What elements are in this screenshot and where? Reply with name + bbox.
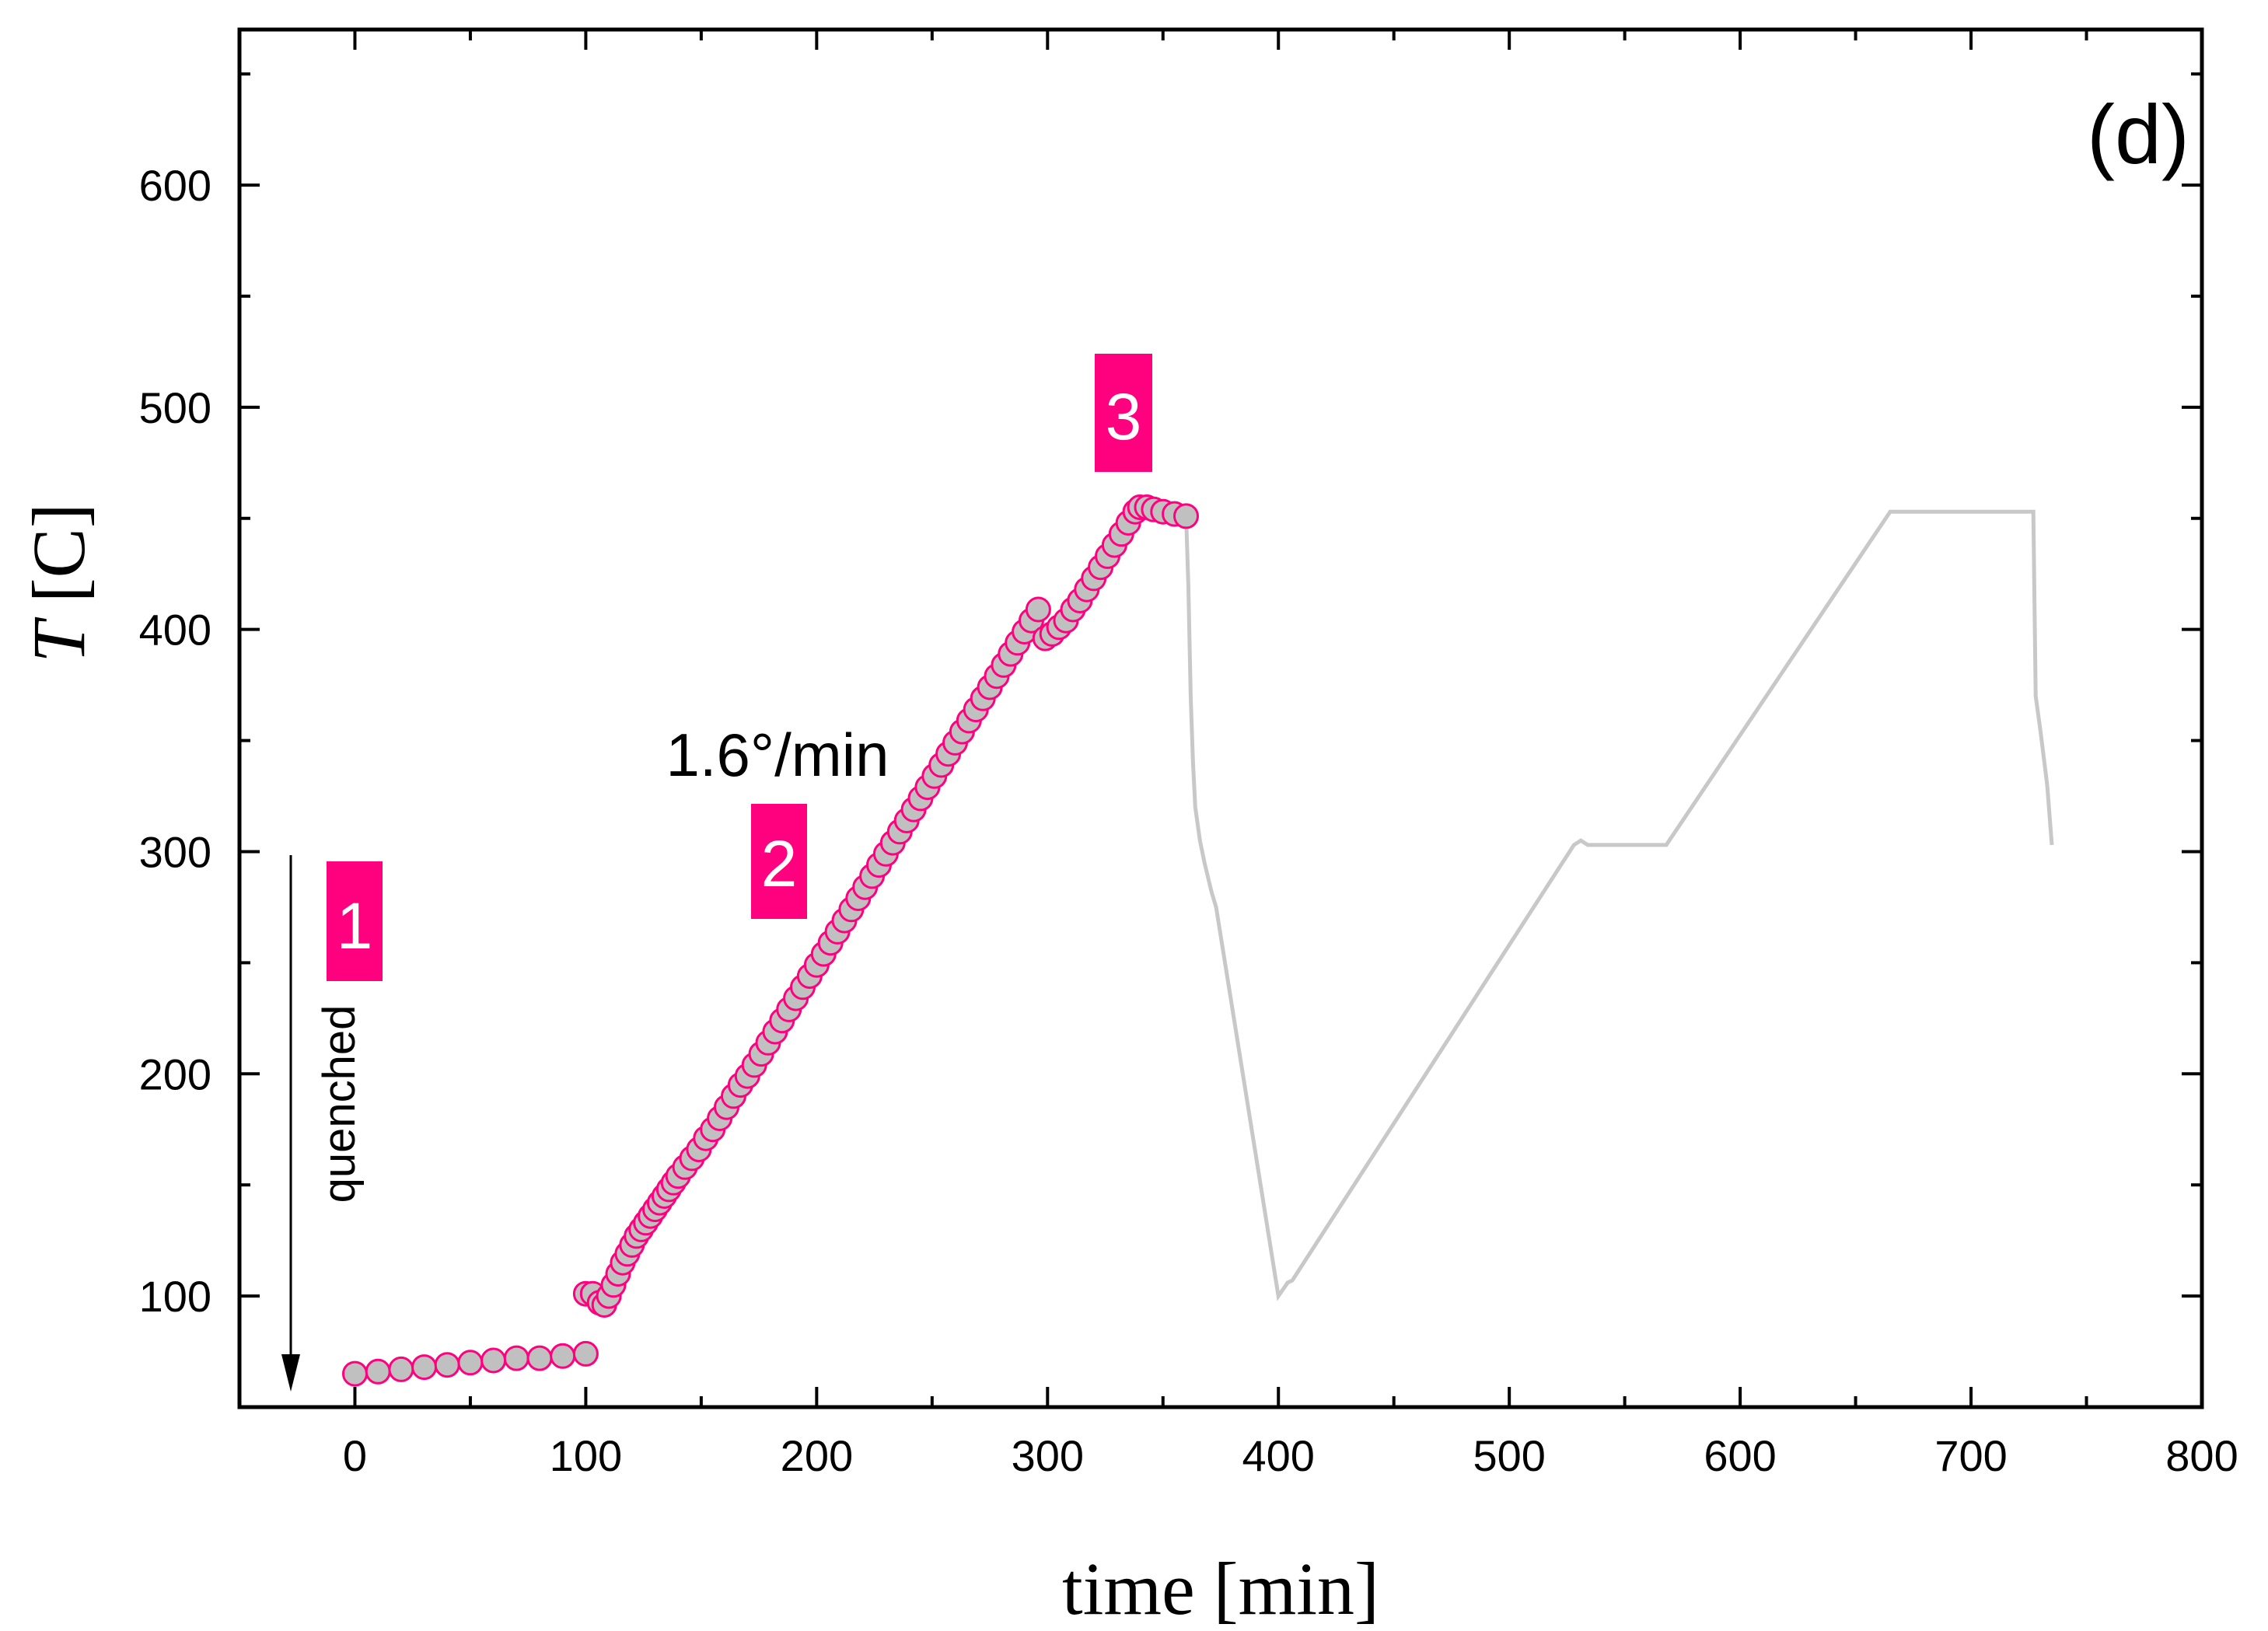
x-tick-labels: 0 100 200 300 400 500 600 700 800 [343, 1431, 2238, 1480]
step-label-1-box [327, 861, 383, 981]
x-tick-label: 100 [550, 1431, 622, 1480]
step-label-1: 1 [327, 861, 383, 981]
y-tick-label: 600 [139, 161, 211, 210]
x-tick-label: 500 [1473, 1431, 1545, 1480]
axis-ticks [238, 30, 2203, 1409]
step-label-3-text: 3 [1106, 380, 1142, 453]
step-label-2: 2 [751, 804, 807, 919]
y-axis-title-symbol: T [17, 616, 100, 663]
y-tick-label: 300 [139, 828, 211, 877]
data-point [434, 1352, 460, 1378]
plot-frame [237, 27, 2204, 1409]
y-tick-label: 500 [139, 383, 211, 432]
x-tick-label: 300 [1012, 1431, 1084, 1480]
data-point [1025, 596, 1051, 623]
data-point [365, 1358, 391, 1385]
y-axis-title: T [C] [17, 503, 100, 662]
x-tick-label: 700 [1934, 1431, 2007, 1480]
temperature-profile-line [1184, 509, 2054, 1301]
step-label-3: 3 [1095, 354, 1152, 472]
measurement-markers [342, 494, 1199, 1387]
data-point [411, 1354, 438, 1381]
y-tick-label: 200 [139, 1049, 211, 1098]
step-label-2-text: 2 [761, 827, 798, 900]
x-tick-label: 800 [2165, 1431, 2238, 1480]
data-point [1173, 503, 1199, 529]
rate-label: 1.6°/min [666, 721, 889, 789]
data-point [503, 1345, 529, 1371]
data-point [481, 1347, 507, 1374]
step-label-2-box [751, 804, 807, 919]
x-tick-label: 200 [781, 1431, 853, 1480]
data-point [526, 1345, 553, 1371]
quench-arrow-head [281, 1354, 300, 1392]
step-label-3-box [1095, 354, 1152, 472]
data-point [388, 1356, 414, 1382]
step-label-1-text: 1 [337, 889, 373, 962]
x-tick-label: 400 [1242, 1431, 1314, 1480]
panel-label: (d) [2087, 87, 2189, 181]
y-tick-label: 400 [139, 606, 211, 655]
data-point [457, 1350, 484, 1376]
y-axis-title-unit: [C] [17, 503, 100, 621]
x-axis-title: time [min] [1062, 1547, 1379, 1630]
x-tick-label: 0 [343, 1431, 367, 1480]
data-point [572, 1340, 599, 1367]
y-tick-labels: 100 200 300 400 500 600 [139, 161, 211, 1321]
quenched-label: quenched [314, 1005, 365, 1203]
x-tick-label: 600 [1704, 1431, 1776, 1480]
data-point [342, 1360, 368, 1387]
y-tick-label: 100 [139, 1272, 211, 1321]
data-point [550, 1343, 576, 1369]
